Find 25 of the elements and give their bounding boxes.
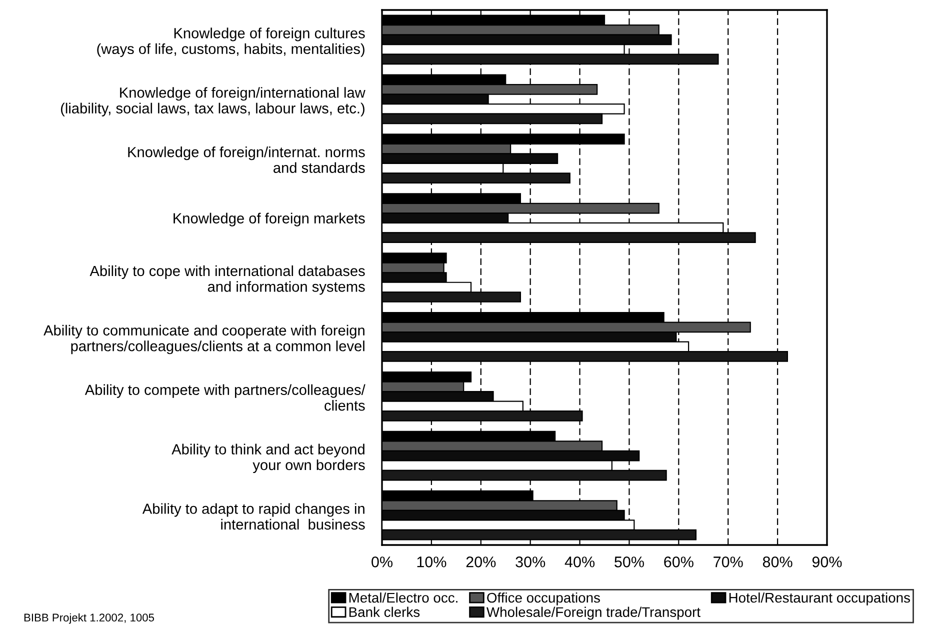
x-tick-label: 0% <box>372 556 392 568</box>
x-tick-label: 50% <box>614 556 644 568</box>
y-tick-label: Knowledge of foreign markets <box>174 212 365 226</box>
legend-label: Bank clerks <box>349 606 420 618</box>
y-tick-label: Knowledge of foreign/international law (liability, social laws, tax laws, labour laws, etc.) <box>60 87 366 116</box>
y-tick-label: Ability to communicate and cooperate with foreign partners/colleagues/clients at a common level <box>44 324 364 354</box>
legend-label: Hotel/Restaurant occupations <box>729 592 910 606</box>
y-tick-label: Ability to cope with international databases and information systems <box>90 265 365 295</box>
y-tick-label: Knowledge of foreign cultures (ways of life, customs, habits, mentalities) <box>97 28 365 57</box>
legend-label: Metal/Electro occ. <box>349 592 458 603</box>
x-tick-label: 80% <box>762 556 792 568</box>
x-tick-label: 30% <box>516 556 546 568</box>
x-tick-label: 20% <box>466 556 496 568</box>
x-tick-label: 40% <box>564 556 595 568</box>
x-tick-label: 70% <box>714 556 743 568</box>
y-tick-label: Ability to compete with partners/colleagues/ clients <box>84 384 366 411</box>
y-tick-label: Ability to think and act beyond your own borders <box>172 444 365 474</box>
x-tick-label: 60% <box>664 556 694 568</box>
y-tick-label: Ability to adapt to rapid changes in international business <box>142 503 365 530</box>
text: BIBB Projekt 1.2002, 1005 <box>24 613 154 624</box>
y-tick-label: Knowledge of foreign/internat. norms and standards <box>128 146 365 173</box>
legend-label: Wholesale/Foreign trade/Transport <box>486 606 700 620</box>
x-tick-label: 90% <box>812 556 842 568</box>
x-tick-label: 10% <box>417 556 446 568</box>
legend-label: Office occupations <box>487 592 600 606</box>
